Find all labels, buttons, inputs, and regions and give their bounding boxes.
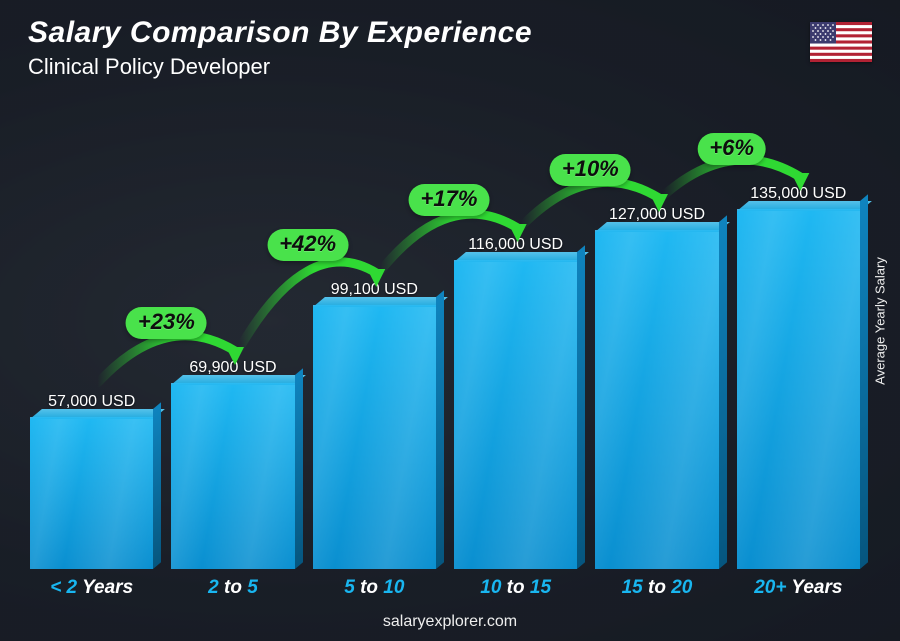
x-axis-tick-label: 20+ Years xyxy=(737,577,860,599)
flag-icon xyxy=(810,22,872,62)
bar xyxy=(454,260,577,569)
x-axis-tick-label: < 2 Years xyxy=(30,577,153,599)
bar xyxy=(171,383,294,569)
bar xyxy=(30,417,153,569)
bar-column: 135,000 USD xyxy=(737,185,860,569)
bar xyxy=(313,305,436,569)
y-axis-label-wrap: Average Yearly Salary xyxy=(870,0,890,641)
bar xyxy=(595,230,718,569)
bar-chart: 57,000 USD69,900 USD99,100 USD116,000 US… xyxy=(30,110,860,569)
chart-header: Salary Comparison By Experience Clinical… xyxy=(28,16,532,80)
y-axis-label: Average Yearly Salary xyxy=(873,257,888,385)
x-axis-tick-label: 10 to 15 xyxy=(454,577,577,599)
bar-column: 127,000 USD xyxy=(595,206,718,569)
bar-column: 99,100 USD xyxy=(313,281,436,569)
x-axis-tick-label: 2 to 5 xyxy=(171,577,294,599)
chart-title: Salary Comparison By Experience xyxy=(28,16,532,50)
x-axis-labels: < 2 Years 2 to 5 5 to 10 10 to 15 15 to 20 20… xyxy=(30,577,860,599)
bar-column: 116,000 USD xyxy=(454,236,577,569)
bar-column: 69,900 USD xyxy=(171,359,294,569)
chart-subtitle: Clinical Policy Developer xyxy=(28,54,532,80)
x-axis-tick-label: 5 to 10 xyxy=(313,577,436,599)
bar xyxy=(737,209,860,569)
bar-column: 57,000 USD xyxy=(30,393,153,569)
x-axis-tick-label: 15 to 20 xyxy=(595,577,718,599)
country-flag-us xyxy=(810,22,872,62)
footer-attribution: salaryexplorer.com xyxy=(0,613,900,631)
